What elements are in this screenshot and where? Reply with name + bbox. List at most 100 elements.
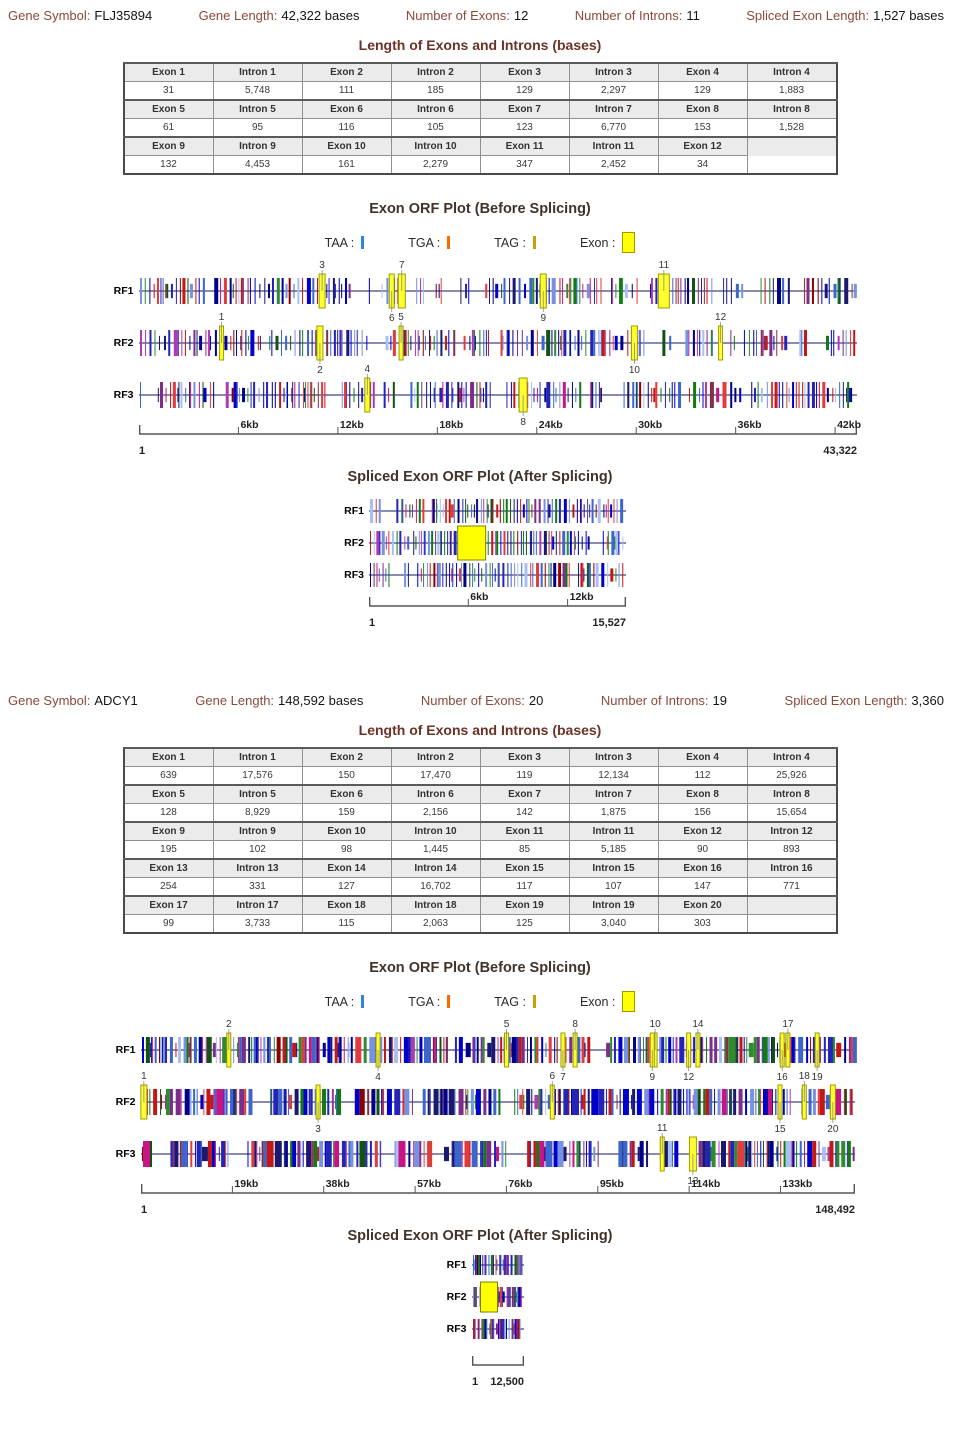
exon-number-marker: 12 (683, 1072, 695, 1083)
exon-number-marker: 20 (827, 1124, 839, 1135)
exon-number-marker: 16 (776, 1072, 788, 1083)
table-value-cell: 1,883 (746, 81, 837, 101)
legend-label-tga: TGA : (408, 994, 441, 1009)
table-value-cell: 150 (301, 766, 392, 786)
table-header-cell: Intron 4 (746, 747, 837, 767)
exon-number-marker: 7 (560, 1072, 566, 1083)
axis-spacer (437, 1346, 472, 1390)
gene-symbol-value: FLJ35894 (94, 8, 153, 23)
table-value-cell: 34 (657, 155, 748, 175)
exon-number-marker: 5 (503, 1019, 509, 1030)
table-value-cell: 2,297 (568, 81, 659, 101)
reading-frame-label: RF3 (115, 1148, 136, 1160)
exon-number-marker: 17 (782, 1019, 794, 1030)
axis-tick-label: 6kb (470, 591, 488, 603)
orf-plot-title: Exon ORF Plot (Before Splicing) (369, 960, 591, 976)
table-value-cell: 142 (479, 803, 570, 823)
axis-tick-label: 24kb (538, 419, 562, 431)
table-value-row: 61 95 116 105 123 6,770 153 1,528 (123, 118, 837, 138)
table-header-cell: Exon 4 (657, 62, 748, 82)
legend-item-taa: TAA : (325, 236, 365, 250)
table-header-cell: Intron 19 (568, 895, 659, 915)
table-header-cell: Exon 14 (301, 858, 392, 878)
table-value-row: 128 8,929 159 2,156 142 1,875 156 15,654 (123, 803, 837, 823)
legend-item-tga: TGA : (408, 994, 451, 1009)
scale-axis: 1 12,500 (471, 1356, 524, 1388)
exon-number-marker: 18 (798, 1071, 810, 1082)
exon-number-marker: 3 (315, 1124, 321, 1135)
orf-axis: 19kb 38kb 57kb 76kb 95kb 114kb 133kb 1 148,492 (0, 1174, 960, 1218)
table-header-cell: Intron 3 (568, 62, 659, 82)
gene-symbol: Gene Symbol: ADCY1 (8, 693, 138, 708)
table-value-cell: 153 (657, 118, 748, 138)
exon-number-marker: 10 (649, 1019, 661, 1030)
reading-frame-label: RF1 (344, 505, 364, 517)
table-value-cell: 117 (479, 877, 570, 897)
table-value-cell (746, 914, 837, 934)
table-value-cell: 2,452 (568, 155, 659, 175)
table-header-cell: Intron 6 (390, 784, 481, 804)
legend-label-tga: TGA : (408, 235, 441, 250)
table-header-cell: Exon 16 (657, 858, 748, 878)
orf-barcode: 3 7 11 6 9 (138, 260, 857, 324)
orf-barcode: 2 5 8 10 14 174 7 9 12 16 19 (140, 1019, 857, 1083)
table-value-cell: 25,926 (746, 766, 837, 786)
table-header-cell: Exon 20 (657, 895, 748, 915)
table-value-cell: 147 (657, 877, 748, 897)
table-value-cell: 254 (123, 877, 214, 897)
table-header-cell: Exon 12 (657, 136, 748, 156)
table-header-cell: Exon 5 (123, 99, 214, 119)
exon-count: Number of Exons: 20 (421, 693, 544, 708)
table-header-cell: Intron 9 (212, 821, 303, 841)
exon-number-marker: 2 (317, 365, 323, 376)
table-value-cell: 17,576 (212, 766, 303, 786)
orf-barcode (369, 499, 626, 523)
table-header-cell: Intron 2 (390, 62, 481, 82)
tga-stop-codon-tick-icon (447, 995, 451, 1008)
spliced-orf-plot: RF1 RF2 RF3 (0, 1250, 960, 1344)
orf-plot-title: Exon ORF Plot (Before Splicing) (369, 201, 591, 217)
table-value-cell: 156 (657, 803, 748, 823)
axis-start-label: 1 (472, 1376, 478, 1388)
table-header-cell: Exon 1 (123, 747, 214, 767)
table-value-cell: 85 (479, 840, 570, 860)
table-value-cell: 3,733 (212, 914, 303, 934)
table-body: Exon 1 Intron 1 Exon 2 Intron 2 Exon 3 Intron… (123, 62, 837, 175)
legend-item-exon: Exon : (580, 991, 636, 1012)
table-value-cell: 17,470 (390, 766, 481, 786)
orf-barcode (369, 525, 626, 561)
axis-tick-label: 36kb (737, 419, 761, 431)
table-header-cell: Intron 6 (390, 99, 481, 119)
table-value-cell: 105 (390, 118, 481, 138)
exon-swatch-icon (622, 991, 636, 1012)
table-header-cell: Intron 13 (212, 858, 303, 878)
table-header-cell: Exon 11 (479, 136, 570, 156)
spliced-length-value: 3,360 (911, 693, 944, 708)
table-value-cell: 125 (479, 914, 570, 934)
table-header-cell: Intron 17 (212, 895, 303, 915)
axis-tick-label: 12kb (339, 419, 363, 431)
table-value-cell: 2,063 (390, 914, 481, 934)
table-header-cell: Exon 8 (657, 99, 748, 119)
table-value-cell: 195 (123, 840, 214, 860)
axis-tick-label: 19kb (234, 1178, 258, 1190)
table-value-cell: 185 (390, 81, 481, 101)
table-header-cell: Exon 13 (123, 858, 214, 878)
gene-section: Gene Symbol: FLJ35894 Gene Length: 42,322 … (0, 0, 960, 631)
table-header-cell: Exon 9 (123, 136, 214, 156)
axis-tick-label: 6kb (240, 419, 258, 431)
scale-axis: 6kb 12kb 18kb 24kb 30kb 36kb 42kb 1 43,322 (138, 419, 861, 457)
table-header-cell: Intron 12 (746, 821, 837, 841)
table-value-cell: 107 (568, 877, 659, 897)
axis-end-label: 15,527 (592, 617, 626, 629)
table-header-row: Exon 5 Intron 5 Exon 6 Intron 6 Exon 7 Intron… (123, 784, 837, 804)
tag-stop-codon-tick-icon (532, 995, 536, 1008)
intron-count-label: Number of Introns: (600, 693, 709, 708)
table-header-cell: Intron 3 (568, 747, 659, 767)
exon-number-marker: 11 (658, 260, 669, 271)
table-header-cell: Exon 15 (479, 858, 570, 878)
table-value-cell: 1,445 (390, 840, 481, 860)
table-value-cell: 2,156 (390, 803, 481, 823)
table-value-row: 132 4,453 161 2,279 347 2,452 34 (123, 155, 837, 175)
axis-end-label: 43,322 (823, 445, 857, 457)
